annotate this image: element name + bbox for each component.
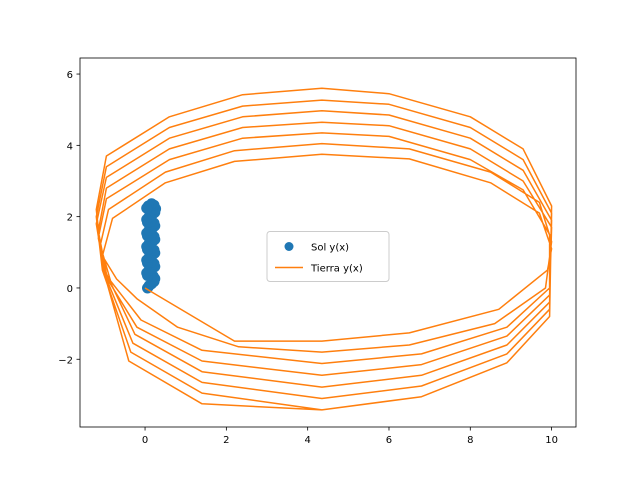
y-axis: −2 0 2 4 6 bbox=[58, 70, 80, 366]
legend: Sol y(x) Tierra y(x) bbox=[266, 231, 390, 282]
plot-frame bbox=[79, 57, 577, 428]
series-point-sol bbox=[141, 202, 153, 214]
y-tick-label: 0 bbox=[67, 284, 73, 295]
x-tick-label: 0 bbox=[142, 435, 148, 446]
series-line-tierra bbox=[95, 87, 553, 411]
y-tick-label: 4 bbox=[67, 141, 73, 152]
legend-label: Sol y(x) bbox=[311, 243, 349, 254]
legend-label: Tierra y(x) bbox=[310, 264, 363, 275]
legend-marker-sol bbox=[284, 242, 294, 251]
x-tick-label: 2 bbox=[223, 435, 229, 446]
x-tick-label: 10 bbox=[545, 435, 558, 446]
series-layer bbox=[95, 87, 553, 411]
x-tick-label: 4 bbox=[304, 435, 310, 446]
legend-box bbox=[266, 231, 390, 282]
y-tick-label: 6 bbox=[67, 70, 73, 81]
y-tick-label: −2 bbox=[58, 355, 73, 366]
y-tick-label: 2 bbox=[67, 213, 73, 224]
x-tick-label: 8 bbox=[467, 435, 473, 446]
x-tick-label: 6 bbox=[386, 435, 392, 446]
x-axis: 0 2 4 6 8 10 bbox=[142, 427, 558, 446]
